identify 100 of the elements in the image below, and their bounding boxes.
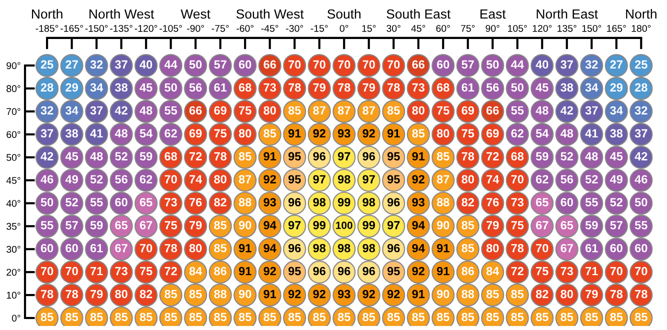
data-label: 85 [585, 312, 598, 322]
text: South [327, 8, 360, 19]
data-label: 87 [313, 106, 326, 115]
data-label: 67 [536, 220, 548, 230]
data-label: 88 [462, 290, 474, 298]
data-label: 82 [214, 198, 226, 206]
x-tick-label: -120° [134, 24, 158, 32]
x-tick-label: 120° [532, 24, 552, 32]
data-label: 67 [560, 244, 573, 252]
data-label: 91 [387, 129, 400, 138]
data-label: 56 [486, 83, 499, 92]
data-label: 27 [66, 60, 78, 69]
data-label: 78 [610, 290, 623, 298]
data-label: 68 [238, 83, 252, 92]
data-label: 78 [635, 290, 648, 298]
data-label: 87 [362, 106, 375, 115]
data-label: 80 [462, 175, 474, 184]
data-label: 79 [313, 83, 326, 92]
data-label: 73 [511, 198, 524, 206]
data-label: 48 [536, 106, 548, 115]
data-label: 69 [189, 129, 202, 138]
data-label: 34 [610, 106, 623, 115]
data-label: 41 [90, 129, 103, 138]
data-label: 73 [412, 83, 424, 92]
data-label: 71 [90, 267, 103, 276]
data-label: 50 [40, 198, 54, 206]
data-label: 95 [288, 266, 301, 276]
data-label: 61 [586, 244, 598, 252]
data-label: 92 [264, 175, 276, 184]
data-label: 87 [238, 175, 252, 184]
data-label: 85 [288, 312, 301, 322]
data-label: 93 [338, 290, 350, 298]
data-label: 95 [387, 175, 400, 184]
data-label: 55 [90, 198, 103, 206]
data-label: 62 [511, 129, 524, 138]
data-label: 68 [511, 152, 524, 160]
data-label: 98 [313, 198, 326, 206]
data-label: 97 [362, 175, 375, 184]
text: North [32, 8, 62, 19]
y-tick-label: 60° [6, 131, 20, 138]
data-label: 85 [436, 152, 450, 160]
data-label: 55 [511, 106, 524, 115]
data-label: 45 [536, 83, 548, 92]
data-label: 84 [189, 266, 202, 276]
data-label: 48 [560, 129, 574, 138]
data-label: 50 [164, 83, 177, 92]
data-label: 85 [610, 312, 623, 322]
data-label: 66 [486, 106, 499, 115]
data-label: 78 [388, 83, 400, 92]
data-label: 93 [338, 129, 350, 138]
data-label: 72 [511, 266, 524, 276]
data-label: 76 [486, 198, 499, 206]
data-label: 45 [610, 152, 623, 160]
data-label: 85 [387, 312, 400, 322]
data-label: 60 [40, 244, 54, 252]
data-label: 37 [634, 129, 648, 138]
data-label: 61 [214, 83, 227, 92]
data-label: 48 [90, 152, 103, 160]
data-label: 91 [264, 152, 276, 160]
data-label: 75 [214, 129, 227, 138]
data-label: 80 [115, 290, 128, 298]
y-tick-label: 40° [6, 200, 20, 207]
data-label: 38 [66, 129, 78, 138]
data-label: 78 [66, 290, 78, 298]
data-label: 45 [65, 152, 78, 160]
data-label: 57 [610, 221, 622, 230]
data-label: 46 [634, 175, 648, 184]
data-label: 60 [635, 244, 648, 252]
data-label: 59 [90, 220, 103, 230]
y-tick-label: 70° [6, 108, 20, 116]
data-label: 66 [264, 60, 276, 69]
data-label: 69 [214, 106, 226, 115]
data-label: 85 [536, 312, 548, 322]
data-label: 42 [560, 106, 573, 114]
data-label: 62 [164, 129, 177, 138]
data-label: 32 [585, 60, 598, 69]
x-tick-label: 180° [632, 24, 651, 32]
data-label: 50 [634, 198, 648, 206]
data-label: 96 [288, 198, 301, 206]
data-label: 78 [511, 244, 524, 252]
data-label: 75 [511, 221, 524, 230]
data-label: 78 [40, 290, 54, 298]
data-label: 86 [214, 266, 226, 276]
data-label: 32 [40, 106, 54, 115]
data-label: 85 [462, 244, 474, 252]
data-label: 94 [264, 244, 276, 252]
x-tick-label: 135° [558, 24, 576, 32]
text: North East [536, 8, 598, 19]
data-label: 73 [264, 83, 276, 92]
data-label: 72 [164, 266, 177, 276]
data-label: 65 [560, 220, 574, 230]
data-label: 60 [238, 60, 252, 69]
data-label: 79 [90, 290, 103, 298]
y-tick-label: 10° [6, 292, 20, 299]
data-label: 42 [40, 152, 54, 160]
x-tick-label: -185° [36, 24, 58, 32]
data-label: 79 [190, 220, 202, 230]
data-label: 38 [115, 83, 128, 92]
y-tick-label: 35° [6, 222, 20, 230]
data-label: 67 [140, 220, 152, 230]
